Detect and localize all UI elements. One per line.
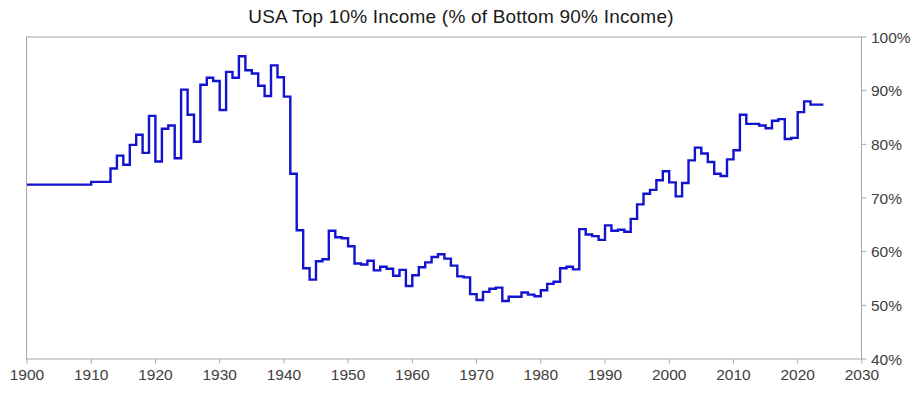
plot-canvas: 1900 1910 1920 1930 1940 1950 1960 1970 1980 1990… [0,0,922,403]
y-axis-labels: 40% 50% 60% 70% 80% 90% 100% [871,29,911,368]
plot-area-border [27,37,862,359]
data-line-top10-income-series [27,56,823,301]
x-tick-label: 1920 [138,366,173,383]
y-tick-label: 100% [871,29,911,46]
x-tick-label: 1910 [74,366,109,383]
chart: USA Top 10% Income (% of Bottom 90% Inco… [0,0,922,403]
x-tick-label: 1900 [10,366,45,383]
x-tick-label: 1960 [395,366,430,383]
x-tick-label: 1990 [588,366,623,383]
y-tick-label: 70% [871,190,902,207]
y-tick-label: 80% [871,136,902,153]
x-axis-ticks [27,359,862,364]
y-tick-label: 60% [871,243,902,260]
x-tick-label: 2000 [652,366,687,383]
x-tick-label: 1950 [331,366,366,383]
x-tick-label: 1930 [202,366,237,383]
x-axis-labels: 1900 1910 1920 1930 1940 1950 1960 1970 1980 1990… [10,366,880,383]
y-tick-label: 40% [871,351,902,368]
y-axis-ticks [862,37,867,359]
x-tick-label: 2010 [716,366,751,383]
x-tick-label: 1940 [267,366,302,383]
y-tick-label: 90% [871,82,902,99]
x-tick-label: 2030 [845,366,880,383]
x-tick-label: 2020 [780,366,815,383]
x-tick-label: 1970 [459,366,494,383]
y-tick-label: 50% [871,297,902,314]
x-tick-label: 1980 [524,366,559,383]
